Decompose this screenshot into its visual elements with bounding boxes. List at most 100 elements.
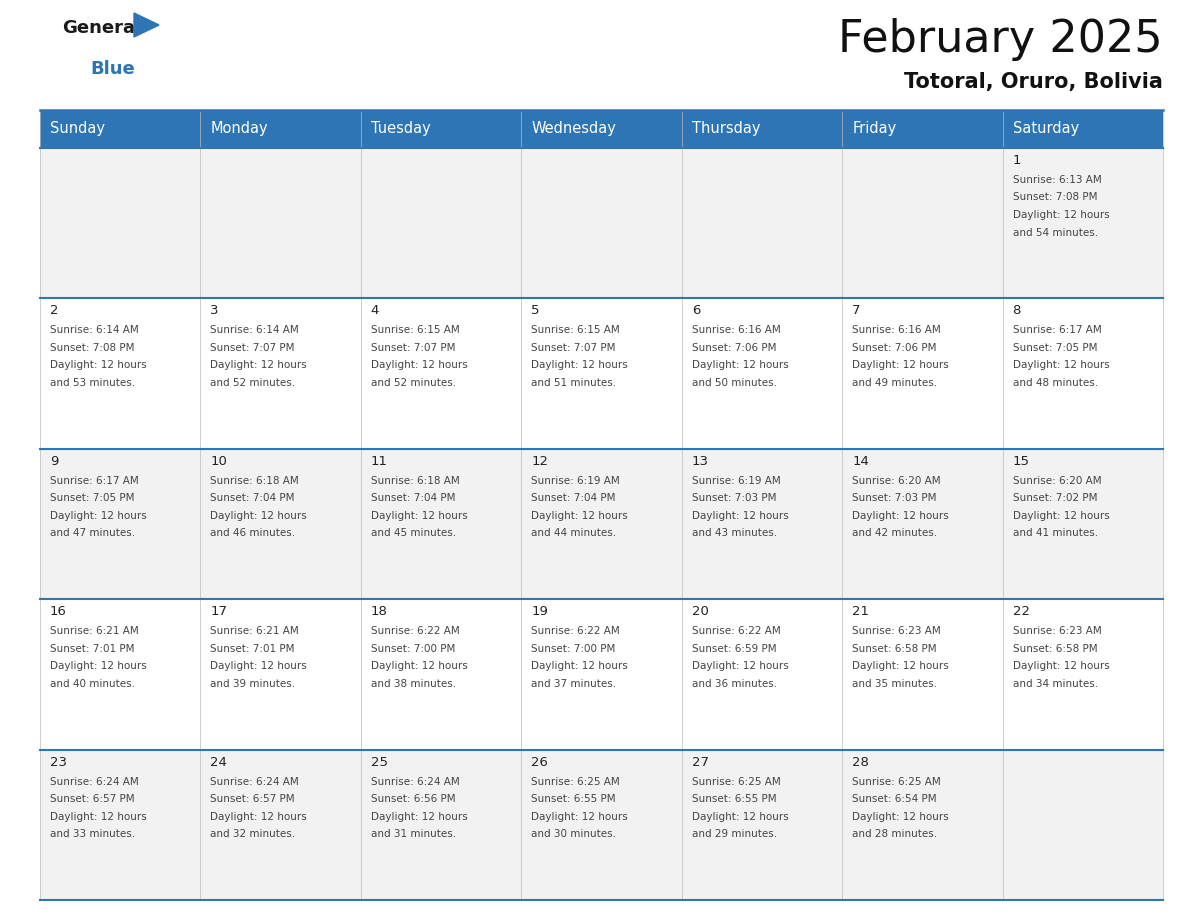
Text: Daylight: 12 hours: Daylight: 12 hours	[531, 661, 628, 671]
Text: 6: 6	[691, 305, 700, 318]
Text: 26: 26	[531, 756, 548, 768]
Text: 7: 7	[852, 305, 860, 318]
Text: and 36 minutes.: and 36 minutes.	[691, 678, 777, 688]
Text: Daylight: 12 hours: Daylight: 12 hours	[1012, 361, 1110, 370]
Text: February 2025: February 2025	[839, 18, 1163, 61]
Text: and 53 minutes.: and 53 minutes.	[50, 378, 135, 388]
Text: and 30 minutes.: and 30 minutes.	[531, 829, 617, 839]
Text: 15: 15	[1012, 454, 1030, 468]
Text: Sunset: 7:05 PM: Sunset: 7:05 PM	[50, 493, 134, 503]
Text: 20: 20	[691, 605, 708, 618]
Text: 22: 22	[1012, 605, 1030, 618]
Text: General: General	[62, 19, 141, 37]
Text: Daylight: 12 hours: Daylight: 12 hours	[210, 661, 308, 671]
Text: Saturday: Saturday	[1012, 121, 1079, 137]
Text: and 45 minutes.: and 45 minutes.	[371, 528, 456, 538]
Text: Sunrise: 6:23 AM: Sunrise: 6:23 AM	[852, 626, 941, 636]
Text: Sunset: 6:58 PM: Sunset: 6:58 PM	[852, 644, 937, 654]
Bar	[40, 148, 1163, 298]
Text: 10: 10	[210, 454, 227, 468]
Text: Sunrise: 6:24 AM: Sunrise: 6:24 AM	[210, 777, 299, 787]
Text: Sunday: Sunday	[50, 121, 105, 137]
Bar	[361, 110, 522, 148]
Text: Sunrise: 6:20 AM: Sunrise: 6:20 AM	[1012, 476, 1101, 486]
Text: 12: 12	[531, 454, 549, 468]
Text: Friday: Friday	[852, 121, 897, 137]
Text: 18: 18	[371, 605, 387, 618]
Text: Sunset: 6:56 PM: Sunset: 6:56 PM	[371, 794, 455, 804]
Text: 1: 1	[1012, 154, 1020, 167]
Bar	[201, 110, 361, 148]
Text: Daylight: 12 hours: Daylight: 12 hours	[691, 510, 789, 521]
Text: 23: 23	[50, 756, 67, 768]
Text: and 51 minutes.: and 51 minutes.	[531, 378, 617, 388]
Text: Sunset: 7:01 PM: Sunset: 7:01 PM	[50, 644, 134, 654]
Text: Sunrise: 6:13 AM: Sunrise: 6:13 AM	[1012, 175, 1101, 185]
Text: Daylight: 12 hours: Daylight: 12 hours	[1012, 510, 1110, 521]
Text: and 41 minutes.: and 41 minutes.	[1012, 528, 1098, 538]
Text: 24: 24	[210, 756, 227, 768]
Text: Sunrise: 6:16 AM: Sunrise: 6:16 AM	[691, 325, 781, 335]
Text: Sunset: 6:57 PM: Sunset: 6:57 PM	[50, 794, 134, 804]
Text: Daylight: 12 hours: Daylight: 12 hours	[371, 661, 468, 671]
Text: Daylight: 12 hours: Daylight: 12 hours	[371, 361, 468, 370]
Bar	[40, 449, 1163, 599]
Text: Sunset: 6:55 PM: Sunset: 6:55 PM	[691, 794, 776, 804]
Text: 5: 5	[531, 305, 539, 318]
Text: 9: 9	[50, 454, 58, 468]
Text: and 47 minutes.: and 47 minutes.	[50, 528, 135, 538]
Text: Daylight: 12 hours: Daylight: 12 hours	[210, 510, 308, 521]
Text: Sunrise: 6:18 AM: Sunrise: 6:18 AM	[210, 476, 299, 486]
Text: Sunset: 7:02 PM: Sunset: 7:02 PM	[1012, 493, 1097, 503]
Bar	[40, 298, 1163, 449]
Text: Sunrise: 6:25 AM: Sunrise: 6:25 AM	[691, 777, 781, 787]
Text: Sunrise: 6:14 AM: Sunrise: 6:14 AM	[210, 325, 299, 335]
Text: Daylight: 12 hours: Daylight: 12 hours	[852, 812, 949, 822]
Text: 8: 8	[1012, 305, 1020, 318]
Text: Sunrise: 6:25 AM: Sunrise: 6:25 AM	[852, 777, 941, 787]
Text: 3: 3	[210, 305, 219, 318]
Text: Daylight: 12 hours: Daylight: 12 hours	[371, 812, 468, 822]
Bar	[40, 750, 1163, 900]
Text: Sunset: 7:03 PM: Sunset: 7:03 PM	[691, 493, 776, 503]
Text: Daylight: 12 hours: Daylight: 12 hours	[50, 361, 147, 370]
Text: and 34 minutes.: and 34 minutes.	[1012, 678, 1098, 688]
Text: Sunset: 7:00 PM: Sunset: 7:00 PM	[531, 644, 615, 654]
Text: Monday: Monday	[210, 121, 268, 137]
Text: and 54 minutes.: and 54 minutes.	[1012, 228, 1098, 238]
Text: Daylight: 12 hours: Daylight: 12 hours	[50, 510, 147, 521]
Text: Daylight: 12 hours: Daylight: 12 hours	[1012, 661, 1110, 671]
Text: Daylight: 12 hours: Daylight: 12 hours	[371, 510, 468, 521]
Text: Daylight: 12 hours: Daylight: 12 hours	[210, 361, 308, 370]
Text: Sunset: 7:08 PM: Sunset: 7:08 PM	[50, 343, 134, 353]
Text: Daylight: 12 hours: Daylight: 12 hours	[210, 812, 308, 822]
Text: Sunrise: 6:21 AM: Sunrise: 6:21 AM	[50, 626, 139, 636]
Text: Daylight: 12 hours: Daylight: 12 hours	[691, 812, 789, 822]
Text: Sunset: 7:07 PM: Sunset: 7:07 PM	[371, 343, 455, 353]
Text: 27: 27	[691, 756, 709, 768]
Text: Sunrise: 6:22 AM: Sunrise: 6:22 AM	[531, 626, 620, 636]
Text: Sunset: 6:55 PM: Sunset: 6:55 PM	[531, 794, 615, 804]
Text: 14: 14	[852, 454, 868, 468]
Text: Sunrise: 6:21 AM: Sunrise: 6:21 AM	[210, 626, 299, 636]
Text: Daylight: 12 hours: Daylight: 12 hours	[50, 661, 147, 671]
Text: Sunrise: 6:18 AM: Sunrise: 6:18 AM	[371, 476, 460, 486]
Text: Sunset: 7:07 PM: Sunset: 7:07 PM	[531, 343, 615, 353]
Text: Sunrise: 6:22 AM: Sunrise: 6:22 AM	[371, 626, 460, 636]
Bar	[842, 110, 1003, 148]
Text: and 39 minutes.: and 39 minutes.	[210, 678, 296, 688]
Text: and 49 minutes.: and 49 minutes.	[852, 378, 937, 388]
Text: 19: 19	[531, 605, 548, 618]
Text: Sunset: 7:07 PM: Sunset: 7:07 PM	[210, 343, 295, 353]
Text: Sunset: 6:57 PM: Sunset: 6:57 PM	[210, 794, 295, 804]
Text: Sunset: 7:00 PM: Sunset: 7:00 PM	[371, 644, 455, 654]
Text: and 52 minutes.: and 52 minutes.	[210, 378, 296, 388]
Text: and 28 minutes.: and 28 minutes.	[852, 829, 937, 839]
Text: Daylight: 12 hours: Daylight: 12 hours	[50, 812, 147, 822]
Text: Sunset: 7:04 PM: Sunset: 7:04 PM	[371, 493, 455, 503]
Text: Sunrise: 6:25 AM: Sunrise: 6:25 AM	[531, 777, 620, 787]
Text: Daylight: 12 hours: Daylight: 12 hours	[531, 361, 628, 370]
Text: and 40 minutes.: and 40 minutes.	[50, 678, 135, 688]
Text: and 46 minutes.: and 46 minutes.	[210, 528, 296, 538]
Text: and 43 minutes.: and 43 minutes.	[691, 528, 777, 538]
